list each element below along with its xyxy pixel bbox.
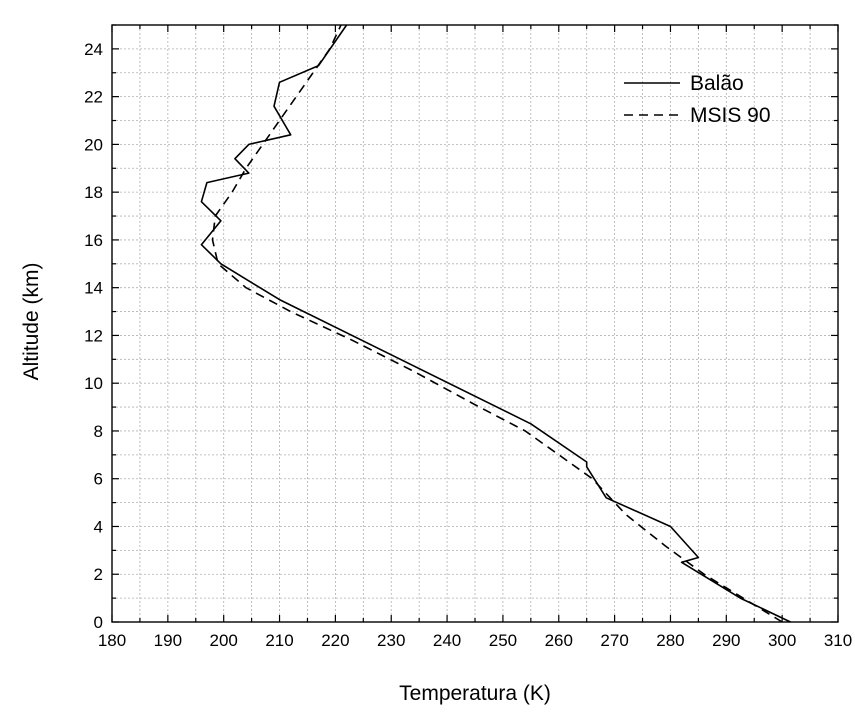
x-tick-label: 290: [712, 631, 740, 650]
grid-layer: [112, 25, 838, 622]
x-tick-label: 280: [656, 631, 684, 650]
y-tick-label: 22: [84, 88, 103, 107]
plot-frame: [111, 24, 839, 623]
x-tick-label: 230: [377, 631, 405, 650]
x-tick-label: 200: [210, 631, 238, 650]
legend-label-msis90: MSIS 90: [690, 104, 771, 127]
y-tick-label: 18: [84, 183, 103, 202]
y-axis-title: Altitude (km): [20, 263, 43, 381]
x-tick-label: 180: [98, 631, 126, 650]
legend: Balão MSIS 90: [624, 72, 771, 127]
y-tick-label: 2: [94, 565, 103, 584]
x-tick-label: 260: [545, 631, 573, 650]
x-tick-label: 310: [824, 631, 852, 650]
x-tick-label: 190: [154, 631, 182, 650]
y-tick-label: 6: [94, 470, 103, 489]
y-tick-label: 24: [84, 40, 103, 59]
x-tick-label: 210: [265, 631, 293, 650]
y-tick-label: 20: [84, 135, 103, 154]
x-tick-label: 220: [321, 631, 349, 650]
series-line-balao: [200, 24, 791, 623]
y-tick-label: 8: [94, 422, 103, 441]
y-tick-label: 4: [94, 517, 103, 536]
y-tick-label: 16: [84, 231, 103, 250]
x-tick-label: 240: [433, 631, 461, 650]
series-line-msis90: [211, 24, 783, 623]
legend-label-balao: Balão: [690, 72, 744, 95]
y-tick-label: 10: [84, 374, 103, 393]
x-tick-label: 250: [489, 631, 517, 650]
y-tick-label: 14: [84, 279, 103, 298]
x-tick-label: 300: [768, 631, 796, 650]
y-tick-label: 12: [84, 326, 103, 345]
x-tick-labels: 180 190 200 210 220 230 240 250 260 270 280 290 300 3…: [98, 631, 852, 650]
series-layer: [200, 24, 791, 623]
x-axis-title: Temperatura (K): [399, 682, 551, 705]
x-tick-label: 270: [600, 631, 628, 650]
y-tick-label: 0: [94, 613, 103, 632]
